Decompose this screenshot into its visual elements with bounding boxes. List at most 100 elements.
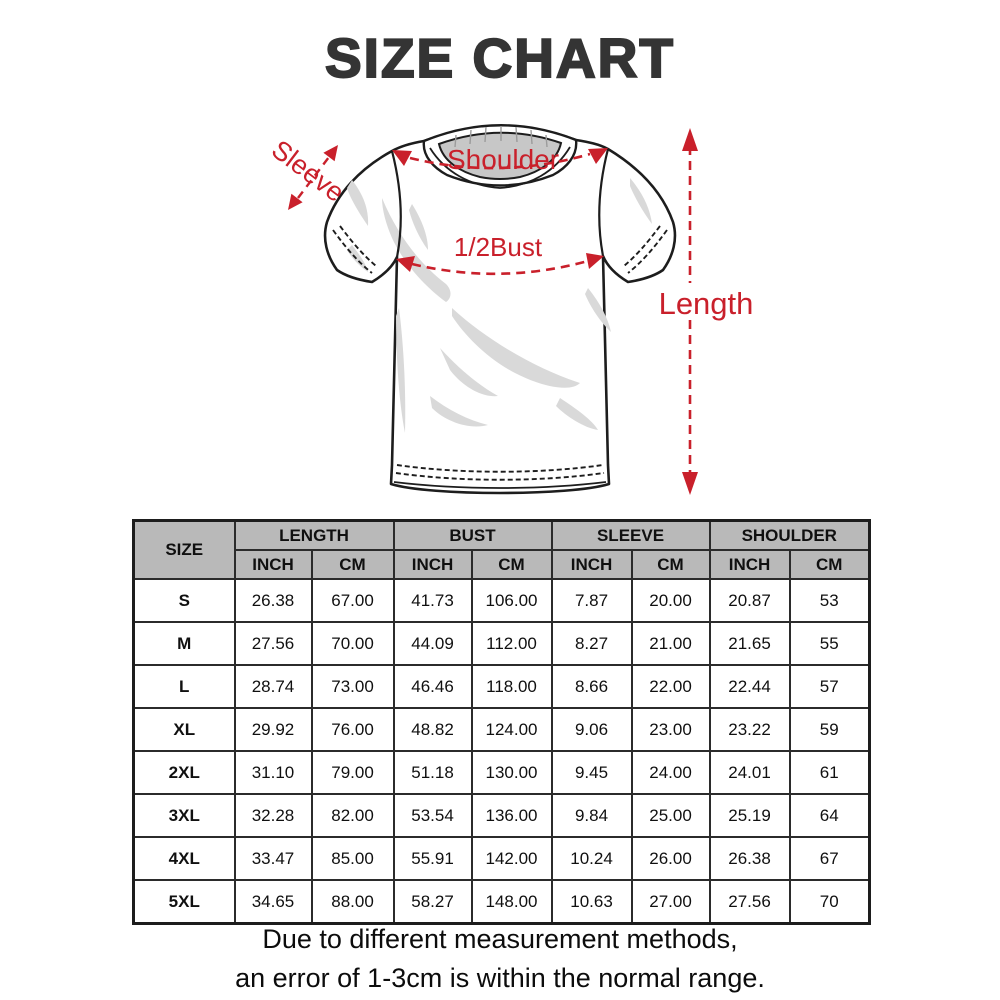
table-row: XL 29.92 76.00 48.82 124.00 9.06 23.00 2…: [132, 707, 871, 752]
cell-bust-cm: 148.00: [470, 879, 553, 925]
cell-length-inch: 33.47: [233, 836, 313, 881]
unit-header-cm: CM: [310, 549, 395, 580]
table-row: 4XL 33.47 85.00 55.91 142.00 10.24 26.00…: [132, 836, 871, 881]
cell-length-inch: 26.38: [233, 578, 313, 623]
footer-line-2: an error of 1-3cm is within the normal r…: [235, 963, 765, 994]
cell-length-inch: 29.92: [233, 707, 313, 752]
cell-bust-cm: 118.00: [470, 664, 553, 709]
length-arrow: [682, 128, 698, 495]
cell-sleeve-cm: 20.00: [630, 578, 711, 623]
cell-shoulder-cm: 70: [788, 879, 871, 925]
cell-bust-inch: 58.27: [392, 879, 473, 925]
size-table-section: SIZE LENGTH BUST SLEEVE SHOULDER INCH CM…: [132, 519, 872, 925]
cell-sleeve-inch: 9.06: [550, 707, 633, 752]
cell-bust-inch: 53.54: [392, 793, 473, 838]
cell-shoulder-cm: 57: [788, 664, 871, 709]
cell-size: M: [132, 621, 236, 666]
cell-size: 5XL: [132, 879, 236, 925]
cell-sleeve-cm: 24.00: [630, 750, 711, 795]
table-row: 5XL 34.65 88.00 58.27 148.00 10.63 27.00…: [132, 879, 871, 925]
sleeve-label: Sleeve: [266, 134, 350, 208]
cell-sleeve-inch: 7.87: [550, 578, 633, 623]
unit-header-inch: INCH: [233, 549, 313, 580]
cell-length-inch: 31.10: [233, 750, 313, 795]
size-table: SIZE LENGTH BUST SLEEVE SHOULDER INCH CM…: [132, 519, 872, 925]
cell-shoulder-cm: 64: [788, 793, 871, 838]
bust-label: 1/2Bust: [454, 232, 543, 262]
footer-note: Due to different measurement methods, an…: [0, 920, 1000, 998]
cell-sleeve-inch: 8.66: [550, 664, 633, 709]
cell-bust-inch: 46.46: [392, 664, 473, 709]
cell-sleeve-inch: 10.63: [550, 879, 633, 925]
cell-bust-cm: 106.00: [470, 578, 553, 623]
cell-sleeve-inch: 8.27: [550, 621, 633, 666]
cell-sleeve-inch: 9.84: [550, 793, 633, 838]
cell-length-inch: 34.65: [233, 879, 313, 925]
table-row: S 26.38 67.00 41.73 106.00 7.87 20.00 20…: [132, 578, 871, 623]
col-header-size: SIZE: [132, 519, 236, 580]
cell-bust-cm: 112.00: [470, 621, 553, 666]
col-header-length: LENGTH: [233, 519, 395, 551]
unit-header-inch: INCH: [708, 549, 791, 580]
cell-sleeve-cm: 21.00: [630, 621, 711, 666]
col-header-shoulder: SHOULDER: [708, 519, 871, 551]
cell-length-inch: 28.74: [233, 664, 313, 709]
cell-bust-cm: 124.00: [470, 707, 553, 752]
cell-sleeve-inch: 9.45: [550, 750, 633, 795]
cell-shoulder-inch: 21.65: [708, 621, 791, 666]
cell-length-cm: 70.00: [310, 621, 395, 666]
cell-shoulder-inch: 22.44: [708, 664, 791, 709]
unit-header-cm: CM: [630, 549, 711, 580]
cell-shoulder-inch: 27.56: [708, 879, 791, 925]
header-units-row: INCH CM INCH CM INCH CM INCH CM: [134, 549, 871, 580]
cell-shoulder-inch: 25.19: [708, 793, 791, 838]
stitch-lines: [332, 225, 668, 481]
cell-size: 3XL: [132, 793, 236, 838]
cell-shoulder-cm: 53: [788, 578, 871, 623]
unit-header-inch: INCH: [392, 549, 473, 580]
footer-line-1: Due to different measurement methods,: [262, 924, 738, 954]
shoulder-label: Shoulder: [447, 144, 559, 175]
cell-length-cm: 73.00: [310, 664, 395, 709]
cell-shoulder-inch: 20.87: [708, 578, 791, 623]
cell-bust-inch: 55.91: [392, 836, 473, 881]
cell-length-cm: 85.00: [310, 836, 395, 881]
cell-sleeve-cm: 27.00: [630, 879, 711, 925]
cell-bust-cm: 136.00: [470, 793, 553, 838]
length-label: Length: [659, 286, 754, 321]
cell-length-cm: 76.00: [310, 707, 395, 752]
table-row: M 27.56 70.00 44.09 112.00 8.27 21.00 21…: [132, 621, 871, 666]
cell-sleeve-inch: 10.24: [550, 836, 633, 881]
cell-shoulder-cm: 55: [788, 621, 871, 666]
unit-header-inch: INCH: [550, 549, 633, 580]
cell-size: 4XL: [132, 836, 236, 881]
unit-header-cm: CM: [788, 549, 871, 580]
table-row: 3XL 32.28 82.00 53.54 136.00 9.84 25.00 …: [132, 793, 871, 838]
cell-size: 2XL: [132, 750, 236, 795]
cell-length-cm: 67.00: [310, 578, 395, 623]
cell-bust-inch: 41.73: [392, 578, 473, 623]
col-header-bust: BUST: [392, 519, 553, 551]
cell-size: XL: [132, 707, 236, 752]
cell-length-cm: 88.00: [310, 879, 395, 925]
cell-shoulder-inch: 26.38: [708, 836, 791, 881]
cell-shoulder-cm: 59: [788, 707, 871, 752]
table-row: 2XL 31.10 79.00 51.18 130.00 9.45 24.00 …: [132, 750, 871, 795]
cell-length-inch: 32.28: [233, 793, 313, 838]
cell-shoulder-cm: 67: [788, 836, 871, 881]
shoulder-arrow: [392, 148, 608, 170]
bust-arrow: [396, 253, 604, 276]
cell-bust-cm: 142.00: [470, 836, 553, 881]
sleeve-arrow: [288, 145, 338, 210]
unit-header-cm: CM: [470, 549, 553, 580]
tshirt-measurement-diagram: Shoulder 1/2Bust Sleeve Length: [266, 124, 754, 495]
cell-sleeve-cm: 22.00: [630, 664, 711, 709]
cell-size: L: [132, 664, 236, 709]
cell-size: S: [132, 578, 236, 623]
cell-length-inch: 27.56: [233, 621, 313, 666]
cell-bust-inch: 44.09: [392, 621, 473, 666]
cell-bust-inch: 48.82: [392, 707, 473, 752]
page-title: SIZE CHART: [324, 26, 675, 90]
cell-length-cm: 82.00: [310, 793, 395, 838]
